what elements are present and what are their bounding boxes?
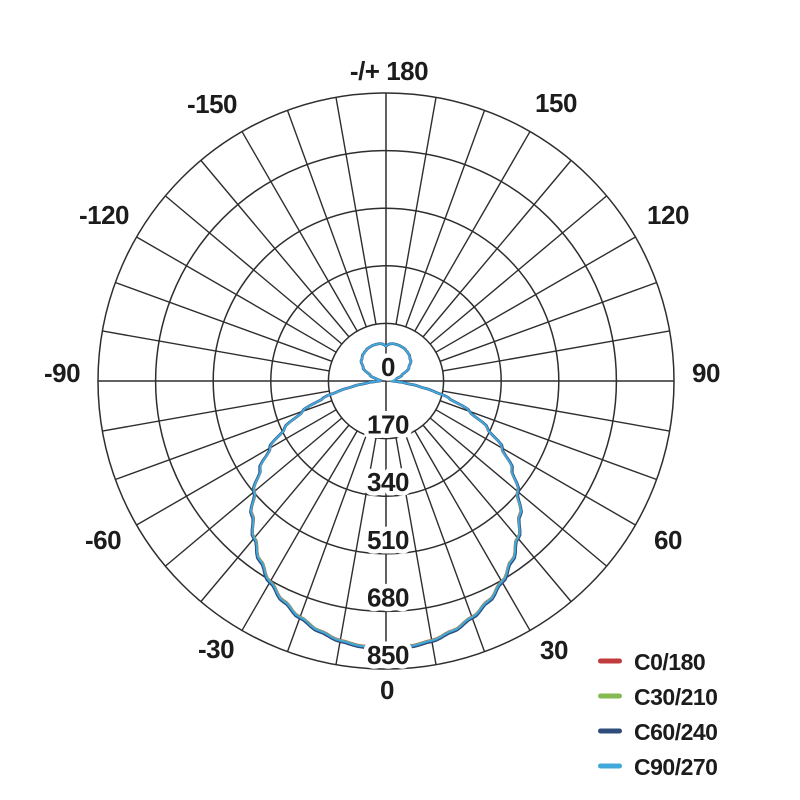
polar-grid-spoke	[241, 430, 358, 631]
radial-tick-label-680: 680	[367, 582, 409, 612]
polar-grid-spoke	[442, 390, 670, 432]
polar-grid-spoke	[286, 110, 367, 328]
radial-tick-label-0: 0	[381, 352, 395, 382]
legend-swatch-c60-240	[598, 728, 622, 734]
legend-label: C0/180	[634, 649, 705, 675]
polar-grid-spoke	[164, 195, 343, 345]
legend-item: C30/210	[598, 684, 718, 710]
legend-item: C0/180	[598, 649, 706, 675]
angle-label-150: 150	[535, 88, 577, 118]
angle-label-60: 60	[654, 525, 682, 555]
legend-label: C60/240	[634, 719, 717, 745]
polar-grid-spoke	[414, 131, 531, 332]
polar-grid-spoke	[102, 330, 330, 372]
polar-grid-spoke	[102, 390, 330, 432]
polar-grid-spoke	[395, 97, 437, 325]
polar-grid-spoke	[429, 195, 608, 345]
angle-label-30: 30	[540, 635, 568, 665]
angle-label-90: 90	[692, 358, 720, 388]
polar-grid-spoke	[435, 409, 636, 526]
polar-grid-spoke	[136, 409, 337, 526]
legend-label: C30/210	[634, 684, 717, 710]
legend-swatch-c90-270	[598, 763, 622, 769]
curve-c90-270	[249, 342, 523, 650]
polar-grid-spoke	[335, 437, 377, 665]
legend-label: C90/270	[634, 754, 717, 780]
polar-grid-spoke	[442, 330, 670, 372]
legend-item: C60/240	[598, 719, 718, 745]
polar-grid-spoke	[115, 281, 333, 362]
polar-grid-spoke	[435, 236, 636, 353]
polar-grid-spoke	[200, 424, 350, 603]
angle-label-0: 0	[380, 675, 394, 705]
radial-tick-label-340: 340	[367, 467, 409, 497]
polar-grid-spoke	[335, 97, 377, 325]
radial-tick-label-170: 170	[367, 410, 409, 440]
legend-swatch-c0-180	[598, 658, 622, 664]
polar-grid-spoke	[115, 400, 333, 481]
polar-grid-spoke	[286, 434, 367, 652]
polar-grid-spoke	[405, 110, 486, 328]
polar-grid-spoke	[405, 434, 486, 652]
angle-label--60: -60	[85, 525, 121, 555]
angle-label-180: -/+ 180	[350, 56, 428, 86]
polar-grid-spoke	[422, 159, 572, 338]
polar-grid-spoke	[414, 430, 531, 631]
polar-grid-spoke	[439, 400, 657, 481]
polar-grid-spoke	[136, 236, 337, 353]
polar-grid-spoke	[241, 131, 358, 332]
angle-label--30: -30	[198, 634, 234, 664]
angle-label--150: -150	[187, 89, 237, 119]
angle-label--120: -120	[79, 200, 129, 230]
polar-grid-spoke	[395, 437, 437, 665]
legend-item: C90/270	[598, 754, 718, 780]
legend: C0/180 C30/210 C60/240 C90/270	[598, 649, 718, 780]
polar-grid-spoke	[422, 424, 572, 603]
legend-swatch-c30-210	[598, 693, 622, 699]
polar-grid-spoke	[439, 281, 657, 362]
angle-label--90: -90	[44, 358, 80, 388]
angle-label-120: 120	[647, 200, 689, 230]
polar-grid-spoke	[200, 159, 350, 338]
radial-tick-label-510: 510	[367, 525, 409, 555]
radial-tick-label-850: 850	[367, 640, 409, 670]
